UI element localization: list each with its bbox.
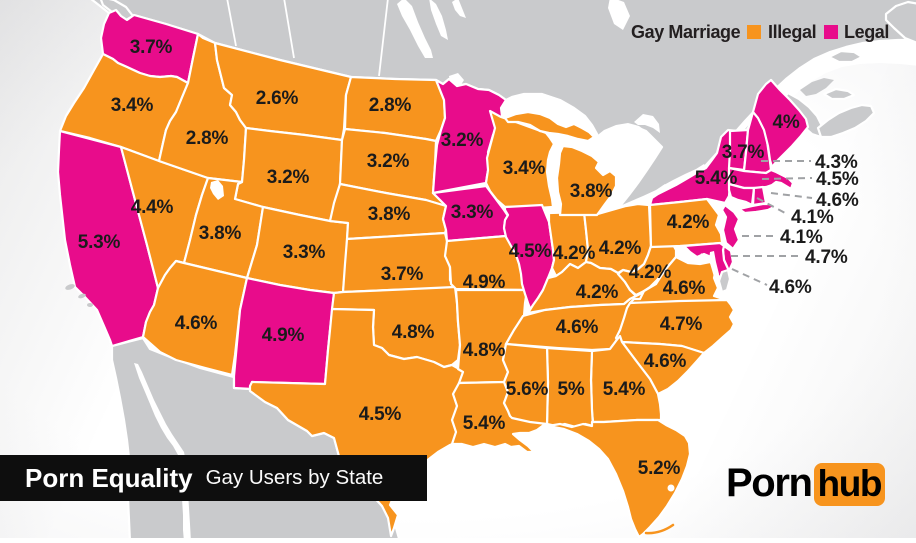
svg-text:4.2%: 4.2%	[599, 238, 642, 259]
svg-text:4.9%: 4.9%	[262, 325, 305, 346]
svg-text:3.7%: 3.7%	[381, 264, 424, 285]
svg-text:4.5%: 4.5%	[816, 169, 859, 190]
svg-text:3.3%: 3.3%	[283, 242, 326, 263]
svg-text:4.8%: 4.8%	[392, 322, 435, 343]
svg-text:3.8%: 3.8%	[368, 204, 411, 225]
svg-text:4.4%: 4.4%	[131, 197, 174, 218]
svg-text:2.6%: 2.6%	[256, 88, 299, 109]
svg-text:4.5%: 4.5%	[359, 404, 402, 425]
svg-text:5.6%: 5.6%	[506, 379, 549, 400]
svg-text:3.2%: 3.2%	[441, 130, 484, 151]
svg-text:2.8%: 2.8%	[369, 95, 412, 116]
svg-text:3.7%: 3.7%	[130, 37, 173, 58]
svg-text:4.6%: 4.6%	[663, 278, 706, 299]
svg-text:5.4%: 5.4%	[463, 413, 506, 434]
svg-text:4.2%: 4.2%	[667, 212, 710, 233]
svg-text:5%: 5%	[557, 379, 584, 400]
svg-text:3.4%: 3.4%	[111, 95, 154, 116]
svg-text:4.6%: 4.6%	[644, 351, 687, 372]
svg-text:4.2%: 4.2%	[553, 243, 596, 264]
svg-text:4.2%: 4.2%	[576, 282, 619, 303]
svg-text:3.8%: 3.8%	[570, 181, 613, 202]
svg-text:2.8%: 2.8%	[186, 128, 229, 149]
svg-text:4%: 4%	[772, 112, 799, 133]
svg-text:5.2%: 5.2%	[638, 458, 681, 479]
svg-text:4.6%: 4.6%	[816, 190, 859, 211]
svg-text:3.8%: 3.8%	[199, 223, 242, 244]
svg-text:3.7%: 3.7%	[722, 142, 765, 163]
svg-text:4.7%: 4.7%	[805, 247, 848, 268]
svg-text:4.9%: 4.9%	[463, 272, 506, 293]
svg-text:5.4%: 5.4%	[603, 379, 646, 400]
svg-text:4.8%: 4.8%	[463, 340, 506, 361]
svg-text:4.7%: 4.7%	[660, 314, 703, 335]
svg-text:3.4%: 3.4%	[503, 158, 546, 179]
svg-text:4.6%: 4.6%	[556, 317, 599, 338]
svg-text:3.2%: 3.2%	[267, 167, 310, 188]
svg-text:3.2%: 3.2%	[367, 151, 410, 172]
svg-text:4.1%: 4.1%	[791, 207, 834, 228]
svg-text:4.1%: 4.1%	[780, 227, 823, 248]
svg-text:4.2%: 4.2%	[629, 262, 672, 283]
svg-text:5.3%: 5.3%	[78, 232, 121, 253]
svg-text:4.3%: 4.3%	[815, 152, 858, 173]
svg-text:4.5%: 4.5%	[509, 241, 552, 262]
svg-text:4.6%: 4.6%	[175, 313, 218, 334]
svg-text:4.6%: 4.6%	[769, 277, 812, 298]
svg-text:5.4%: 5.4%	[695, 168, 738, 189]
svg-text:3.3%: 3.3%	[451, 202, 494, 223]
